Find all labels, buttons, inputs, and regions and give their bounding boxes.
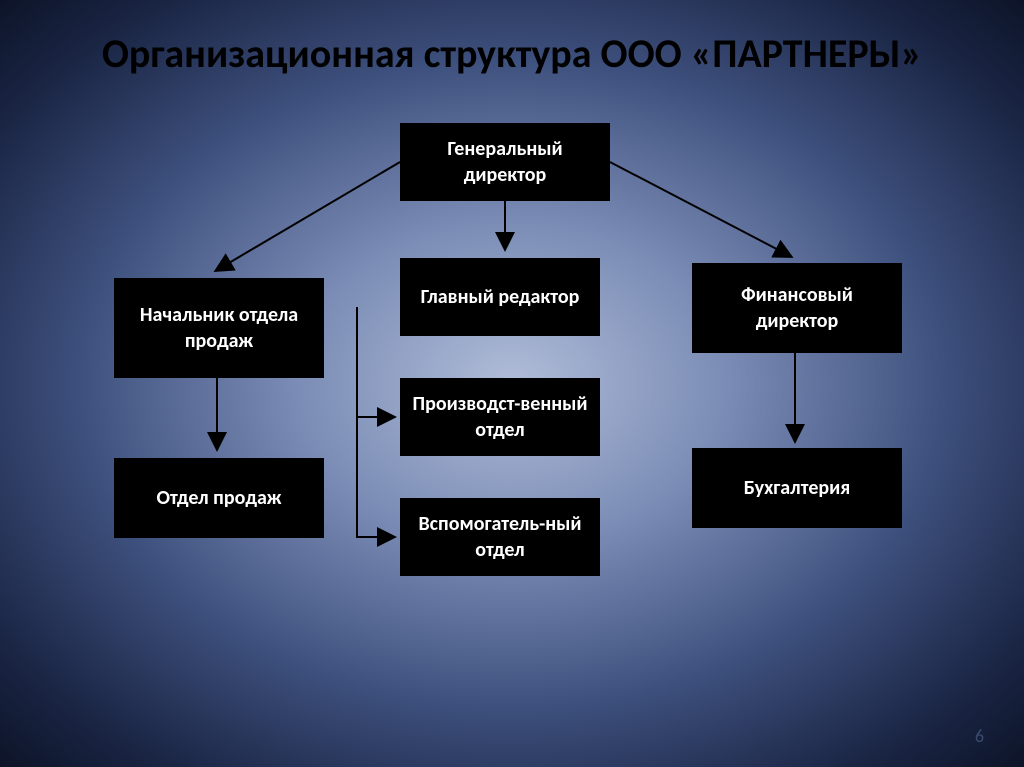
node-chief-editor: Главный редактор [400,258,600,336]
org-chart-canvas: Генеральный директор Начальник отдела пр… [0,88,1024,708]
node-support-dept: Вспомогатель-ный отдел [400,498,600,576]
node-accounting: Бухгалтерия [692,448,902,528]
node-financial-director: Финансовый директор [692,263,902,353]
node-general-director: Генеральный директор [400,123,610,201]
page-title: Организационная структура ООО «ПАРТНЕРЫ» [0,0,1024,78]
node-production-dept: Производст-венный отдел [400,378,600,456]
node-sales-head: Начальник отдела продаж [114,278,324,378]
node-sales-dept: Отдел продаж [114,458,324,538]
page-number: 6 [975,725,984,747]
